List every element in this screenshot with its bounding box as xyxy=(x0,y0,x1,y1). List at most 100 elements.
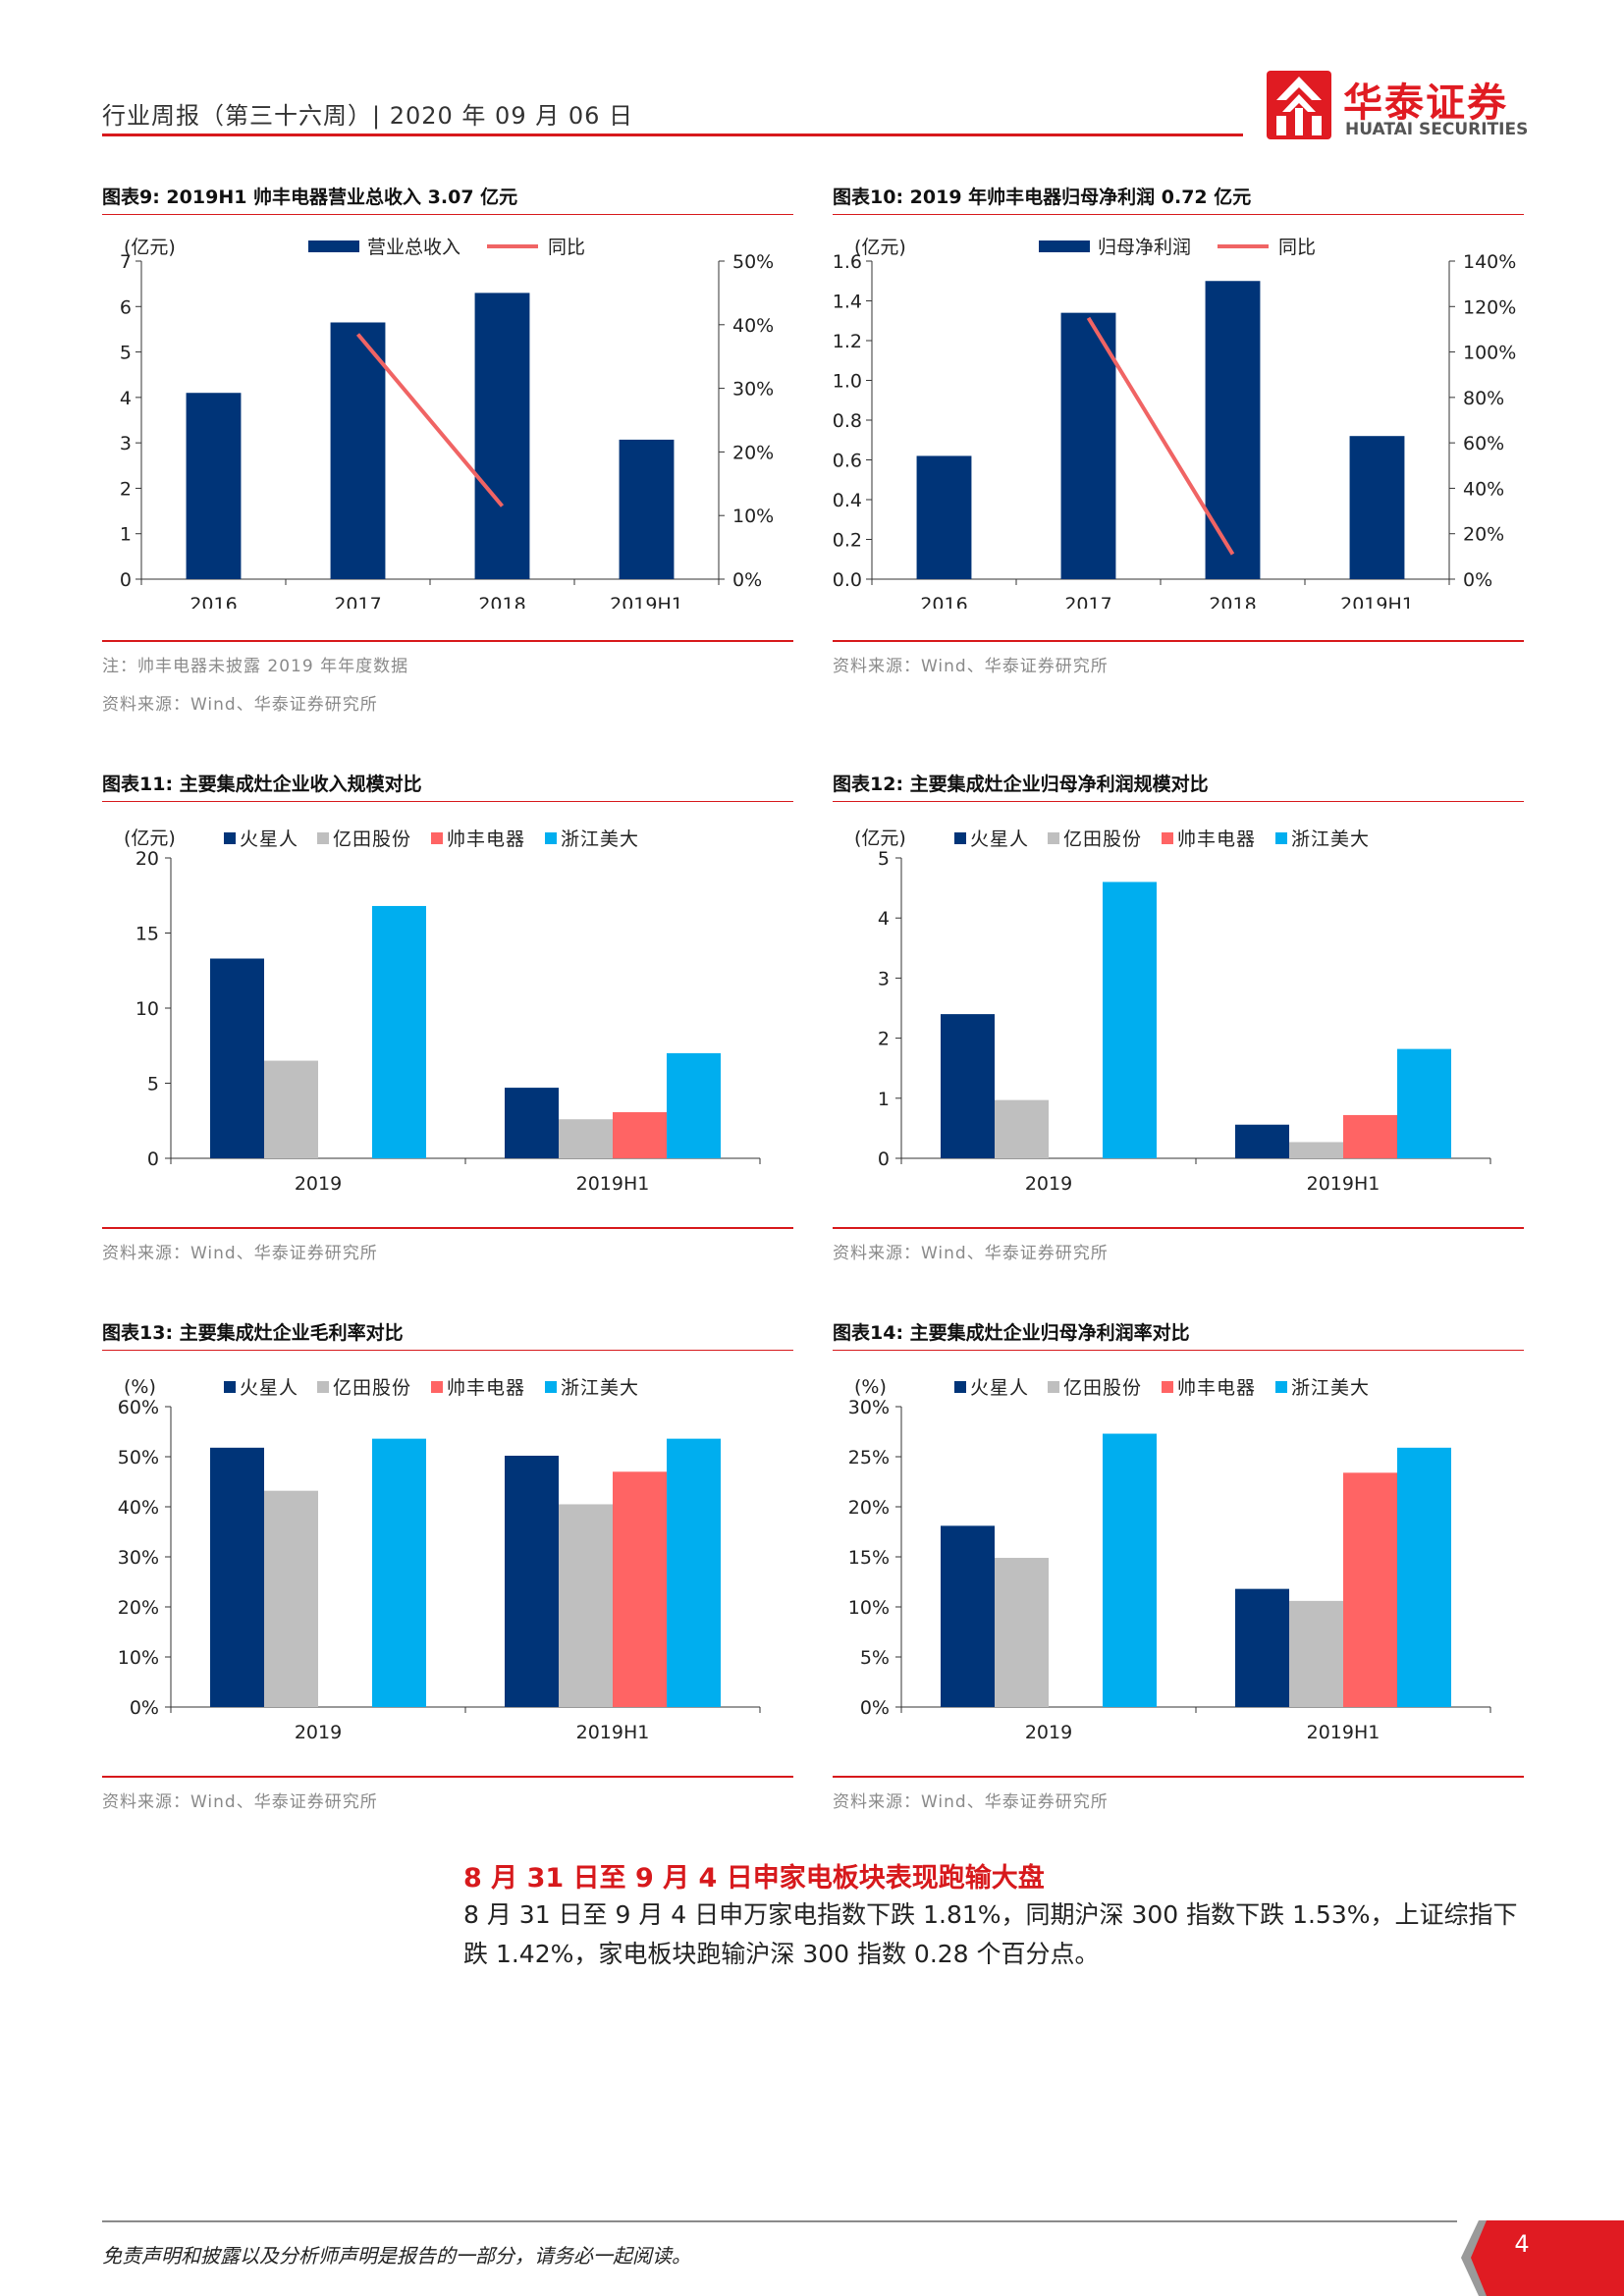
unit-label: (亿元) xyxy=(124,828,176,849)
figure-source: 资料来源：Wind、华泰证券研究所 xyxy=(102,1792,378,1812)
legend-swatch xyxy=(224,832,236,844)
unit-label: (亿元) xyxy=(124,237,176,258)
legend-swatch xyxy=(317,832,329,844)
figure-title: 图表11: 主要集成灶企业收入规模对比 xyxy=(102,774,422,795)
x-tick-label: 2019 xyxy=(1025,1722,1072,1743)
x-tick-label: 2019H1 xyxy=(1340,594,1414,609)
x-tick-label: 2017 xyxy=(1064,594,1111,609)
bar xyxy=(995,1558,1049,1707)
y-tick-label: 5 xyxy=(120,343,132,364)
unit-label: (亿元) xyxy=(854,237,906,258)
y2-tick-label: 40% xyxy=(732,315,774,337)
y-tick-label: 2 xyxy=(120,478,132,500)
x-tick-label: 2018 xyxy=(478,594,525,609)
y-tick-label: 2 xyxy=(878,1029,890,1050)
y-tick-label: 0.2 xyxy=(833,530,862,552)
bar xyxy=(559,1504,613,1707)
legend-swatch xyxy=(1048,1381,1059,1393)
x-tick-label: 2019H1 xyxy=(576,1722,650,1743)
revenue-bar-line-chart: (亿元) 0 1 2 3 4 5 6 7 0% 10% 20% 30% 40% 50% 2016 2017 201… xyxy=(120,237,774,609)
y-tick-label: 10% xyxy=(118,1647,159,1669)
bar xyxy=(1349,436,1405,579)
y-tick-label: 5 xyxy=(878,848,890,870)
figure-title: 图表10: 2019 年帅丰电器归母净利润 0.72 亿元 xyxy=(833,187,1252,208)
figure-bottom-rule xyxy=(102,1776,793,1778)
bar xyxy=(505,1455,559,1707)
figure-source: 资料来源：Wind、华泰证券研究所 xyxy=(833,1792,1109,1812)
x-tick-label: 2019H1 xyxy=(1307,1722,1380,1743)
bar xyxy=(1397,1048,1451,1158)
bar xyxy=(372,905,426,1158)
legend-swatch xyxy=(1048,832,1059,844)
legend-label: 同比 xyxy=(1278,237,1316,258)
y-tick-label: 1.0 xyxy=(833,371,862,393)
y2-tick-label: 100% xyxy=(1463,343,1516,364)
section-heading: 8 月 31 日至 9 月 4 日申家电板块表现跑输大盘 xyxy=(463,1863,1045,1894)
legend-label: 浙江美大 xyxy=(1291,828,1370,850)
header-rule xyxy=(102,133,1243,136)
y-tick-label: 0.6 xyxy=(833,451,862,472)
legend-swatch xyxy=(1275,832,1287,844)
y-tick-label: 1.4 xyxy=(833,292,862,313)
figure-bottom-rule xyxy=(102,1227,793,1229)
figure-top-rule xyxy=(102,801,793,802)
y-tick-label: 30% xyxy=(848,1397,890,1418)
legend-swatch xyxy=(1162,1381,1173,1393)
bar xyxy=(667,1438,721,1707)
legend-label: 同比 xyxy=(548,237,585,258)
y-tick-label: 0.0 xyxy=(833,569,862,591)
y2-tick-label: 0% xyxy=(732,569,762,591)
y-tick-label: 50% xyxy=(118,1447,159,1468)
bar xyxy=(613,1471,667,1707)
footer-rule xyxy=(102,2220,1457,2222)
figure-source: 资料来源：Wind、华泰证券研究所 xyxy=(833,657,1109,676)
legend-label: 帅丰电器 xyxy=(1177,1377,1256,1399)
y2-tick-label: 50% xyxy=(732,251,774,273)
yoy-line xyxy=(355,333,505,507)
y-tick-label: 3 xyxy=(120,433,132,454)
figure-title: 图表9: 2019H1 帅丰电器营业总收入 3.07 亿元 xyxy=(102,187,518,208)
y-tick-label: 15 xyxy=(135,924,159,945)
x-tick-label: 2019 xyxy=(1025,1173,1072,1195)
bar xyxy=(941,1525,995,1707)
page-number: 4 xyxy=(1514,2230,1530,2258)
y2-tick-label: 30% xyxy=(732,379,774,400)
figure-top-rule xyxy=(102,214,793,215)
bar xyxy=(1289,1600,1343,1707)
y-tick-label: 30% xyxy=(118,1547,159,1569)
unit-label: (%) xyxy=(854,1376,887,1398)
figure-title: 图表13: 主要集成灶企业毛利率对比 xyxy=(102,1322,404,1344)
revenue-comparison-chart: (亿元) 0 5 10 15 20 2019 2019H1 火星人 亿田股份 帅丰电器 浙江美大 xyxy=(124,828,761,1195)
y-tick-label: 15% xyxy=(848,1547,890,1569)
x-tick-label: 2019H1 xyxy=(576,1173,650,1195)
bar xyxy=(330,322,386,579)
bar xyxy=(1235,1124,1289,1158)
net-profit-comparison-chart: (亿元) 0 1 2 3 4 5 2019 2019H1 火星人 亿田股份 帅丰电器 浙江美大 xyxy=(854,828,1491,1195)
header-title: 行业周报（第三十六周）| 2020 年 09 月 06 日 xyxy=(102,102,634,130)
y-tick-label: 40% xyxy=(118,1497,159,1519)
legend-label: 亿田股份 xyxy=(1063,828,1142,850)
legend-swatch-bar xyxy=(1039,240,1090,252)
y-tick-label: 10% xyxy=(848,1597,890,1619)
y-tick-label: 0% xyxy=(860,1697,890,1719)
unit-label: (%) xyxy=(124,1376,156,1398)
bar xyxy=(916,455,972,579)
legend-label: 浙江美大 xyxy=(1291,1377,1370,1399)
figure-bottom-rule xyxy=(102,640,793,642)
bar xyxy=(1235,1588,1289,1707)
x-tick-label: 2019H1 xyxy=(1307,1173,1380,1195)
y-tick-label: 10 xyxy=(135,998,159,1020)
bar xyxy=(1103,881,1157,1158)
bar xyxy=(995,1099,1049,1158)
legend-swatch xyxy=(1162,832,1173,844)
legend-label: 浙江美大 xyxy=(561,1377,639,1399)
bar xyxy=(1343,1472,1397,1707)
figure-top-rule xyxy=(833,1350,1524,1351)
bar xyxy=(941,1014,995,1158)
legend-swatch xyxy=(545,1381,557,1393)
y2-tick-label: 60% xyxy=(1463,433,1504,454)
net-profit-bar-line-chart: (亿元) 0.0 0.2 0.4 0.6 0.8 1.0 1.2 1.4 1.6 0% 20% 40% 6… xyxy=(833,237,1516,609)
unit-label: (亿元) xyxy=(854,828,906,849)
legend-label: 火星人 xyxy=(240,1377,298,1399)
y-tick-label: 25% xyxy=(848,1447,890,1468)
